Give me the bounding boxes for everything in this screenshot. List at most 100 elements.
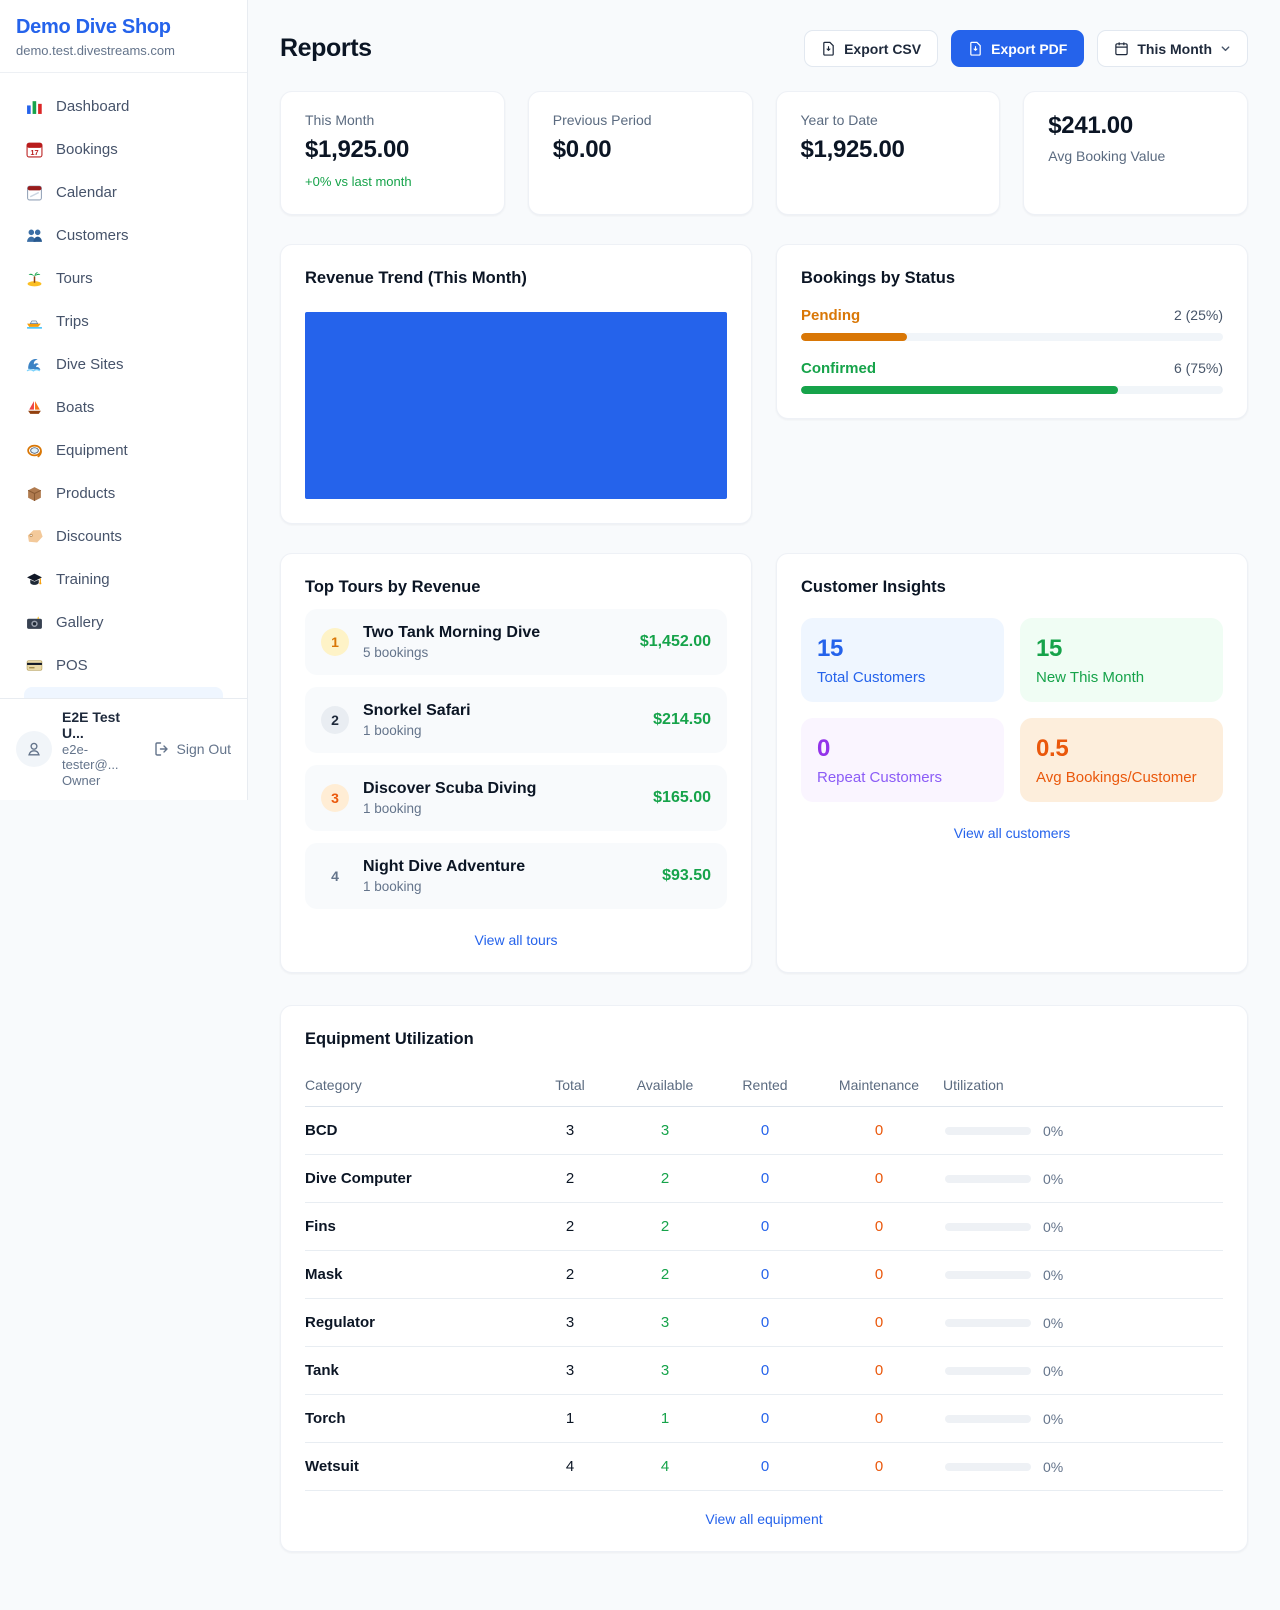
table-row: Fins 2 2 0 0 0% [305,1203,1223,1251]
revenue-trend-title: Revenue Trend (This Month) [305,269,527,287]
eq-available: 2 [660,1218,670,1235]
period-select[interactable]: This Month [1097,30,1248,67]
sidebar-item-bookings[interactable]: 17 Bookings [12,128,235,171]
tour-revenue: $165.00 [653,789,711,806]
eq-available: 4 [660,1458,670,1475]
rank-badge: 4 [331,868,339,884]
eq-maintenance: 0 [874,1362,884,1379]
utilization-bar [945,1126,1031,1135]
insight-label: Total Customers [817,669,926,686]
camera-icon [24,613,44,633]
eq-available: 3 [660,1362,670,1379]
sidebar-item-training[interactable]: Training [12,558,235,601]
tour-row[interactable]: 3 Discover Scuba Diving 1 booking $165.0… [305,765,727,831]
people-icon [24,226,44,246]
eq-maintenance: 0 [874,1218,884,1235]
sidebar-item-label: Equipment [56,442,128,459]
sidebar-item-reports-active-partial[interactable] [24,687,223,698]
view-all-equipment-link[interactable]: View all equipment [705,1511,823,1527]
stat-label: Avg Booking Value [1048,148,1166,164]
sidebar-item-label: Dashboard [56,98,130,115]
credit-card-icon [24,656,44,676]
export-pdf-button[interactable]: Export PDF [951,30,1085,67]
rank-badge: 3 [321,784,349,812]
view-all-tours-link[interactable]: View all tours [474,932,558,948]
sidebar-item-equipment[interactable]: Equipment [12,429,235,472]
table-row: Dive Computer 2 2 0 0 0% [305,1155,1223,1203]
sidebar-item-trips[interactable]: Trips [12,300,235,343]
speedboat-icon [24,312,44,332]
equipment-utilization-card: Equipment Utilization Category Total Ava… [280,1005,1248,1552]
sidebar-item-customers[interactable]: Customers [12,214,235,257]
eq-available: 1 [660,1410,670,1427]
eq-utilization: 0% [1043,1458,1064,1475]
stat-card-this-month: This Month $1,925.00 +0% vs last month [280,91,505,215]
col-available: Available [636,1076,694,1093]
sidebar-item-label: Gallery [56,614,104,631]
view-all-customers-link[interactable]: View all customers [953,825,1071,841]
stat-value: $241.00 [1048,112,1133,139]
sign-out-button[interactable]: Sign Out [154,741,231,757]
tour-name: Snorkel Safari [363,702,471,719]
user-icon [28,742,40,756]
sidebar-item-label: Customers [56,227,129,244]
chevron-down-icon [1221,46,1230,52]
eq-total: 4 [565,1458,575,1475]
sidebar-item-dashboard[interactable]: Dashboard [12,85,235,128]
sidebar-item-pos[interactable]: POS [12,644,235,687]
insight-tile-new-this-month: 15 New This Month [1020,618,1223,702]
status-row-pending: Pending 2 (25%) [801,307,1223,341]
charts-row: Revenue Trend (This Month) Bookings by S… [280,244,1248,524]
tour-revenue: $93.50 [662,867,711,884]
export-csv-button[interactable]: Export CSV [804,30,939,67]
rank-badge: 1 [321,628,349,656]
revenue-trend-bar [305,312,727,499]
sidebar-item-dive-sites[interactable]: Dive Sites [12,343,235,386]
tour-revenue: $214.50 [653,711,711,728]
insight-label: Avg Bookings/Customer [1036,769,1197,786]
eq-category: BCD [305,1122,338,1139]
sidebar-item-products[interactable]: Products [12,472,235,515]
eq-total: 3 [565,1122,575,1139]
status-bar-fill [801,386,1118,394]
eq-category: Wetsuit [305,1458,359,1475]
stat-value: $1,925.00 [800,136,905,163]
eq-total: 3 [565,1362,575,1379]
tour-row[interactable]: 2 Snorkel Safari 1 booking $214.50 [305,687,727,753]
eq-utilization: 0% [1043,1266,1064,1283]
bookings-by-status-card: Bookings by Status Pending 2 (25%) Confi… [776,244,1248,419]
stat-value: $0.00 [552,136,612,163]
eq-category: Fins [305,1218,336,1235]
revenue-trend-card: Revenue Trend (This Month) [280,244,752,524]
stat-label: Year to Date [800,112,878,128]
main-content: Reports Export CSV Export PDF This Month… [248,0,1280,1552]
sidebar-item-gallery[interactable]: Gallery [12,601,235,644]
eq-maintenance: 0 [874,1314,884,1331]
equipment-title: Equipment Utilization [305,1030,474,1048]
sidebar-item-boats[interactable]: Boats [12,386,235,429]
eq-utilization: 0% [1043,1218,1064,1235]
tour-row[interactable]: 1 Two Tank Morning Dive 5 bookings $1,45… [305,609,727,675]
table-row: Torch 1 1 0 0 0% [305,1395,1223,1443]
sailboat-icon [24,398,44,418]
user-role: Owner [62,773,101,788]
status-label: Confirmed [801,360,876,377]
tour-row[interactable]: 4 Night Dive Adventure 1 booking $93.50 [305,843,727,909]
sidebar-item-discounts[interactable]: Discounts [12,515,235,558]
wave-icon [24,355,44,375]
tour-revenue: $1,452.00 [639,633,711,650]
insight-tile-avg-bookings: 0.5 Avg Bookings/Customer [1020,718,1223,802]
status-count: 2 (25%) [1173,307,1223,323]
utilization-bar [945,1366,1031,1375]
tour-bookings: 1 booking [363,879,422,894]
insight-value: 15 [1036,635,1063,662]
eq-maintenance: 0 [874,1170,884,1187]
insight-tile-total-customers: 15 Total Customers [801,618,1004,702]
sidebar-item-tours[interactable]: Tours [12,257,235,300]
user-meta: E2E Test U... e2e-tester@... Owner [62,709,144,788]
eq-rented: 0 [760,1170,770,1187]
sidebar-item-calendar[interactable]: Calendar [12,171,235,214]
col-category: Category [305,1076,362,1093]
eq-category: Tank [305,1362,339,1379]
table-header-row: Category Total Available Rented Maintena… [305,1063,1223,1107]
